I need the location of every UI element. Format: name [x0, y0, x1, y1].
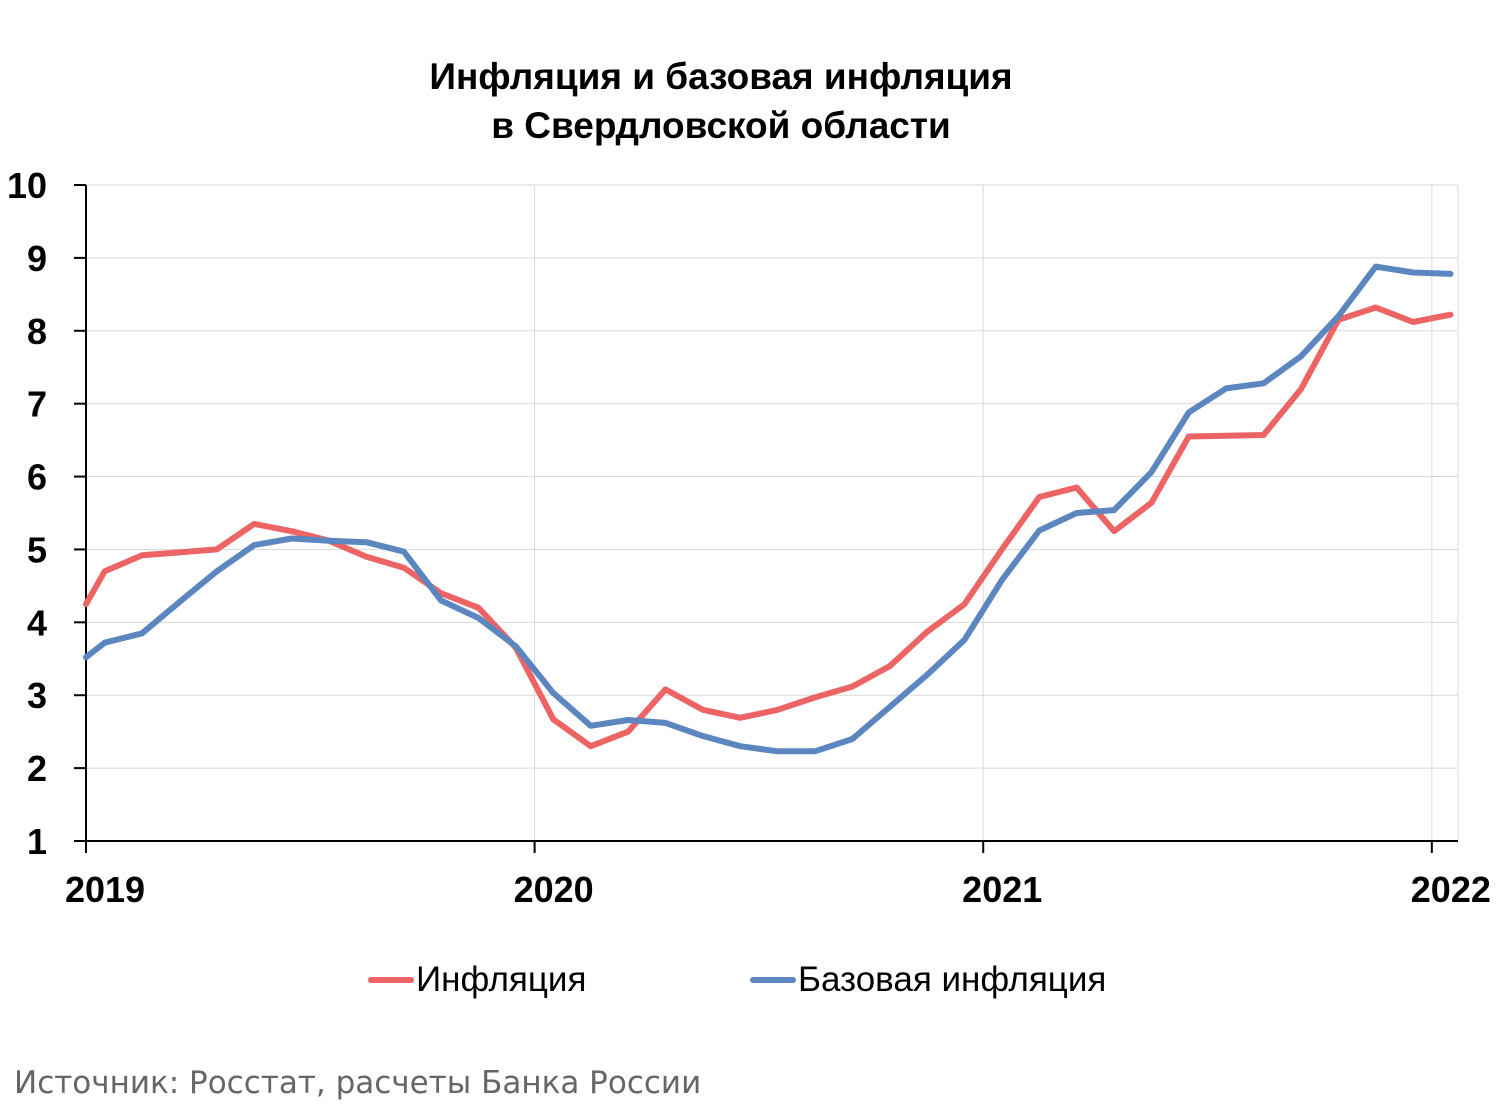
- chart-title-line1: Инфляция и базовая инфляция: [429, 56, 1013, 97]
- legend-swatch-inflation: [368, 977, 414, 983]
- legend-label-inflation: Инфляция: [416, 960, 587, 999]
- y-axis-ticks: 1 2 3 4 5 6 7 8 9 10: [7, 165, 86, 862]
- series-line-core-inflation: [83, 263, 1454, 755]
- chart-title: Инфляция и базовая инфляция в Свердловск…: [0, 52, 1442, 150]
- series-line-inflation: [83, 304, 1454, 750]
- x-tick-label: 2022: [1411, 869, 1491, 910]
- legend-item-inflation: Инфляция: [368, 955, 586, 1005]
- y-tick-label: 7: [27, 384, 47, 425]
- x-tick-label: 2019: [65, 869, 145, 910]
- legend-swatch-core-inflation: [750, 977, 796, 983]
- axes: [85, 185, 1458, 842]
- x-tick-label: 2020: [514, 869, 594, 910]
- y-tick-label: 1: [27, 821, 47, 862]
- line-chart: 1 2 3 4 5 6 7 8 9 10 2019 2020 2021 2022: [7, 165, 1491, 910]
- source-note: Источник: Росстат, расчеты Банка России: [14, 1065, 702, 1101]
- y-tick-label: 5: [27, 529, 47, 570]
- x-tick-label: 2021: [962, 869, 1042, 910]
- y-tick-label: 8: [27, 311, 47, 352]
- legend-label-core-inflation: Базовая инфляция: [798, 960, 1107, 999]
- series-lines: [83, 263, 1454, 755]
- y-tick-label: 6: [27, 457, 47, 498]
- x-axis-ticks: 2019 2020 2021 2022: [65, 841, 1491, 910]
- y-tick-label: 10: [7, 165, 47, 206]
- y-tick-label: 3: [27, 675, 47, 716]
- y-tick-label: 4: [27, 602, 47, 643]
- chart-title-line2: в Свердловской области: [491, 105, 951, 146]
- gridlines: [86, 184, 1459, 841]
- y-tick-label: 9: [27, 238, 47, 279]
- y-tick-label: 2: [27, 748, 47, 789]
- legend: Инфляция Базовая инфляция: [0, 955, 1496, 1005]
- legend-item-core-inflation: Базовая инфляция: [750, 955, 1106, 1005]
